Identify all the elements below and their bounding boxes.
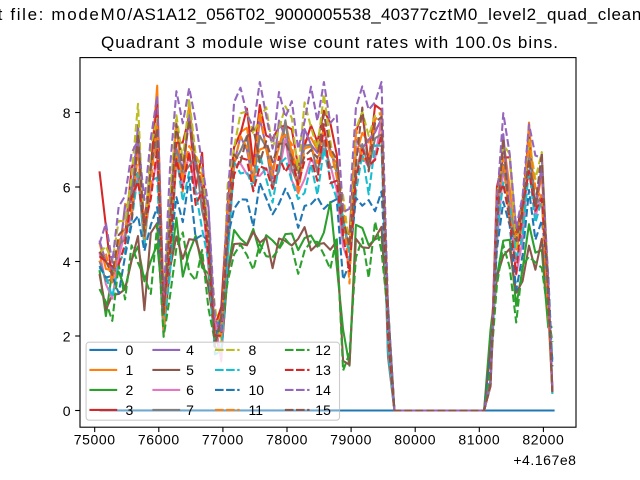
svg-text:5: 5 (186, 362, 194, 378)
svg-text:1: 1 (126, 362, 134, 378)
svg-text:13: 13 (315, 362, 331, 378)
svg-text:Input file: modeM0/: Input file: modeM0/ (0, 5, 134, 24)
svg-text:AS1A12_056T02_9000005538_40377: AS1A12_056T02_9000005538_40377 (133, 5, 429, 24)
svg-text:2: 2 (126, 382, 134, 398)
svg-text:79000: 79000 (330, 432, 372, 448)
svg-text:Quadrant 3 module wise count r: Quadrant 3 module wise count rates with … (101, 33, 559, 52)
svg-text:76000: 76000 (138, 432, 180, 448)
svg-text:4: 4 (186, 342, 194, 358)
svg-text:12: 12 (315, 342, 331, 358)
svg-text:cztM0_level2_quad_clean.evt: cztM0_level2_quad_clean.evt (429, 5, 640, 24)
svg-text:9: 9 (249, 362, 257, 378)
svg-text:+4.167e8: +4.167e8 (513, 452, 576, 468)
svg-text:81000: 81000 (458, 432, 500, 448)
svg-text:82000: 82000 (522, 432, 564, 448)
svg-text:10: 10 (249, 382, 265, 398)
svg-text:0: 0 (63, 403, 71, 419)
svg-text:8: 8 (249, 342, 257, 358)
svg-text:77000: 77000 (202, 432, 244, 448)
svg-text:3: 3 (126, 402, 134, 418)
svg-text:8: 8 (63, 105, 71, 121)
svg-text:4: 4 (63, 254, 71, 270)
svg-text:75000: 75000 (74, 432, 116, 448)
svg-text:11: 11 (249, 402, 264, 418)
svg-text:78000: 78000 (266, 432, 308, 448)
svg-text:14: 14 (315, 382, 331, 398)
svg-text:6: 6 (63, 179, 71, 195)
svg-text:15: 15 (315, 402, 331, 418)
svg-text:7: 7 (186, 402, 194, 418)
svg-text:80000: 80000 (394, 432, 436, 448)
svg-text:6: 6 (186, 382, 194, 398)
svg-text:0: 0 (126, 342, 134, 358)
svg-text:2: 2 (63, 328, 71, 344)
